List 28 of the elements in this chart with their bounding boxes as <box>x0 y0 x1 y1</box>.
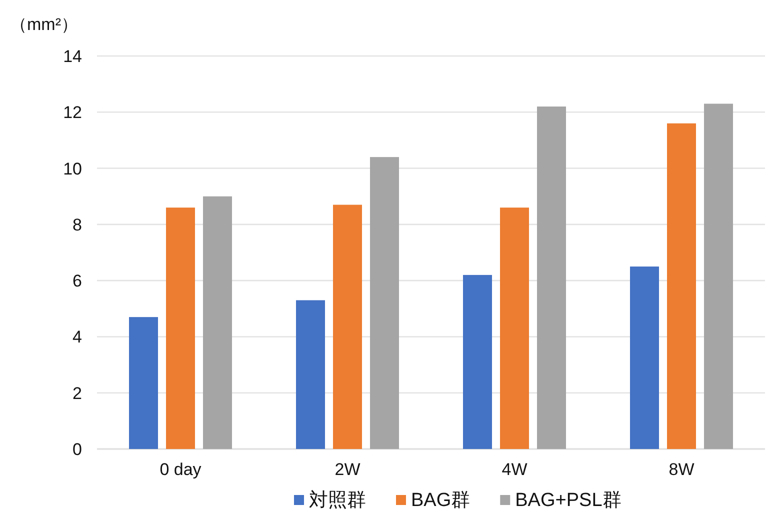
bar <box>296 300 325 449</box>
y-tick-label: 10 <box>63 159 82 178</box>
x-tick-label: 8W <box>668 460 694 479</box>
y-tick-label: 0 <box>72 440 82 459</box>
bar <box>463 274 492 449</box>
bar <box>667 123 696 449</box>
x-tick-label: 4W <box>502 460 528 479</box>
x-tick-label: 2W <box>334 460 360 479</box>
x-tick-label: 0 day <box>160 460 202 479</box>
y-tick-label: 14 <box>63 47 82 66</box>
bar <box>203 196 232 449</box>
legend-label: BAG+PSL群 <box>515 490 622 511</box>
bar <box>129 317 158 449</box>
y-tick-label: 6 <box>72 272 82 291</box>
y-tick-label: 2 <box>72 384 82 403</box>
legend-label: BAG群 <box>411 490 470 511</box>
bar <box>500 208 529 449</box>
bar <box>370 157 399 449</box>
bar <box>537 106 566 449</box>
y-tick-label: 4 <box>72 328 82 347</box>
bar <box>166 208 195 449</box>
bar <box>704 104 733 449</box>
y-tick-label: 8 <box>72 215 82 234</box>
y-axis-title: （mm²） <box>10 15 78 34</box>
bar <box>333 204 362 449</box>
bar <box>630 266 659 449</box>
y-tick-label: 12 <box>63 103 82 122</box>
legend-label: 対照群 <box>309 489 366 511</box>
